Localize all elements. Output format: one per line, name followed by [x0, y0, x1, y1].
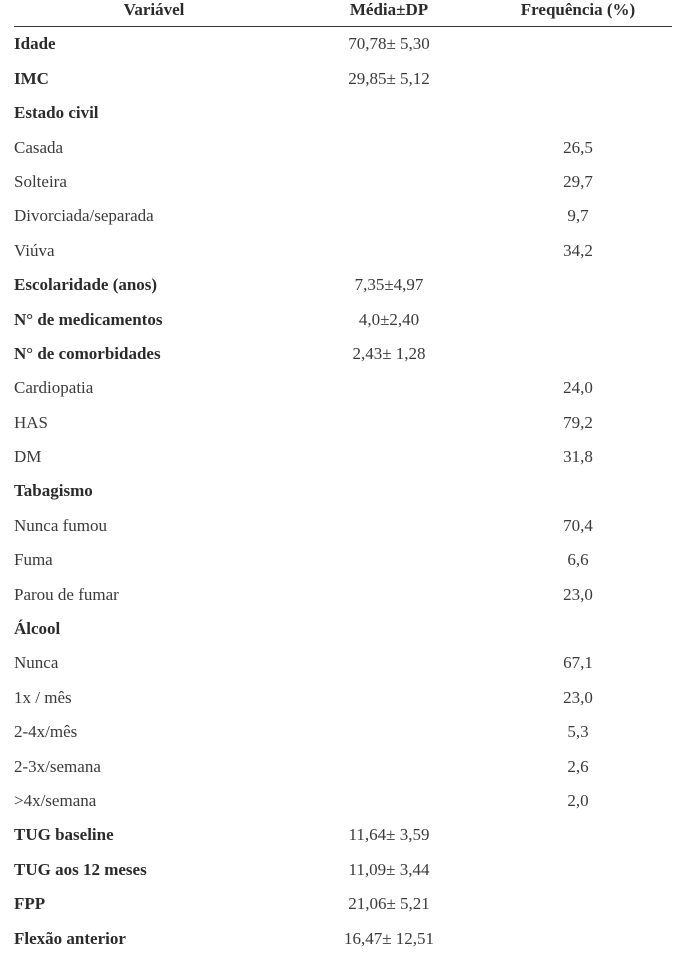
cell-variable: IMC	[14, 69, 294, 89]
table-row: Álcool	[14, 612, 672, 646]
header-variable: Variável	[14, 0, 294, 20]
cell-variable: Viúva	[14, 241, 294, 261]
table-row: FPP21,06± 5,21	[14, 887, 672, 921]
cell-freq: 31,8	[484, 447, 672, 467]
cell-mean: 11,64± 3,59	[294, 825, 484, 845]
cell-variable: Idade	[14, 34, 294, 54]
cell-mean: 70,78± 5,30	[294, 34, 484, 54]
cell-variable: Estado civil	[14, 103, 294, 123]
cell-variable: Nunca fumou	[14, 516, 294, 536]
table-body: Idade70,78± 5,30IMC29,85± 5,12Estado civ…	[14, 27, 672, 956]
cell-freq: 29,7	[484, 172, 672, 192]
cell-variable: FPP	[14, 894, 294, 914]
table-row: Flexão anterior16,47± 12,51	[14, 922, 672, 956]
cell-variable: 1x / mês	[14, 688, 294, 708]
table-row: 2-4x/mês 5,3	[14, 715, 672, 749]
table-row: Idade70,78± 5,30	[14, 27, 672, 61]
cell-variable: Solteira	[14, 172, 294, 192]
table-row: Solteira 29,7	[14, 165, 672, 199]
table-row: Viúva 34,2	[14, 234, 672, 268]
cell-variable: Nunca	[14, 653, 294, 673]
cell-mean: 4,0±2,40	[294, 310, 484, 330]
cell-freq: 79,2	[484, 413, 672, 433]
table-row: 2-3x/semana 2,6	[14, 750, 672, 784]
cell-variable: Escolaridade (anos)	[14, 275, 294, 295]
cell-variable: HAS	[14, 413, 294, 433]
cell-freq: 5,3	[484, 722, 672, 742]
cell-freq: 34,2	[484, 241, 672, 261]
cell-variable: Casada	[14, 138, 294, 158]
cell-variable: Parou de fumar	[14, 585, 294, 605]
cell-variable: DM	[14, 447, 294, 467]
table-row: Tabagismo	[14, 474, 672, 508]
table-container: Variável Média±DP Frequência (%) Idade70…	[0, 0, 686, 956]
cell-variable: N° de comorbidades	[14, 344, 294, 364]
table-row: TUG aos 12 meses11,09± 3,44	[14, 853, 672, 887]
cell-variable: Álcool	[14, 619, 294, 639]
cell-freq: 2,0	[484, 791, 672, 811]
table-row: Cardiopatia 24,0	[14, 371, 672, 405]
table-row: Parou de fumar 23,0	[14, 578, 672, 612]
cell-freq: 26,5	[484, 138, 672, 158]
cell-freq: 2,6	[484, 757, 672, 777]
cell-variable: N° de medicamentos	[14, 310, 294, 330]
table-row: N° de medicamentos4,0±2,40	[14, 303, 672, 337]
cell-mean: 7,35±4,97	[294, 275, 484, 295]
table-row: Fuma 6,6	[14, 543, 672, 577]
table-row: Estado civil	[14, 96, 672, 130]
cell-variable: Flexão anterior	[14, 929, 294, 949]
cell-mean: 16,47± 12,51	[294, 929, 484, 949]
table-header-row: Variável Média±DP Frequência (%)	[14, 0, 672, 27]
cell-freq: 67,1	[484, 653, 672, 673]
cell-variable: TUG aos 12 meses	[14, 860, 294, 880]
table-row: Nunca fumou 70,4	[14, 509, 672, 543]
table-row: HAS 79,2	[14, 406, 672, 440]
cell-freq: 9,7	[484, 206, 672, 226]
table-row: Nunca 67,1	[14, 646, 672, 680]
header-freq: Frequência (%)	[484, 0, 672, 20]
cell-variable: TUG baseline	[14, 825, 294, 845]
cell-variable: Fuma	[14, 550, 294, 570]
table-row: IMC29,85± 5,12	[14, 62, 672, 96]
cell-freq: 24,0	[484, 378, 672, 398]
cell-variable: Divorciada/separada	[14, 206, 294, 226]
cell-variable: Cardiopatia	[14, 378, 294, 398]
cell-variable: Tabagismo	[14, 481, 294, 501]
table-row: DM 31,8	[14, 440, 672, 474]
cell-variable: >4x/semana	[14, 791, 294, 811]
cell-mean: 2,43± 1,28	[294, 344, 484, 364]
table-row: N° de comorbidades2,43± 1,28	[14, 337, 672, 371]
cell-freq: 23,0	[484, 585, 672, 605]
table-row: Escolaridade (anos)7,35±4,97	[14, 268, 672, 302]
cell-mean: 11,09± 3,44	[294, 860, 484, 880]
table-row: >4x/semana 2,0	[14, 784, 672, 818]
header-mean: Média±DP	[294, 0, 484, 20]
table-row: Casada 26,5	[14, 131, 672, 165]
cell-freq: 6,6	[484, 550, 672, 570]
cell-freq: 23,0	[484, 688, 672, 708]
cell-variable: 2-3x/semana	[14, 757, 294, 777]
table-row: 1x / mês 23,0	[14, 681, 672, 715]
cell-variable: 2-4x/mês	[14, 722, 294, 742]
cell-mean: 21,06± 5,21	[294, 894, 484, 914]
table-row: Divorciada/separada 9,7	[14, 199, 672, 233]
cell-freq: 70,4	[484, 516, 672, 536]
cell-mean: 29,85± 5,12	[294, 69, 484, 89]
table-row: TUG baseline11,64± 3,59	[14, 818, 672, 852]
